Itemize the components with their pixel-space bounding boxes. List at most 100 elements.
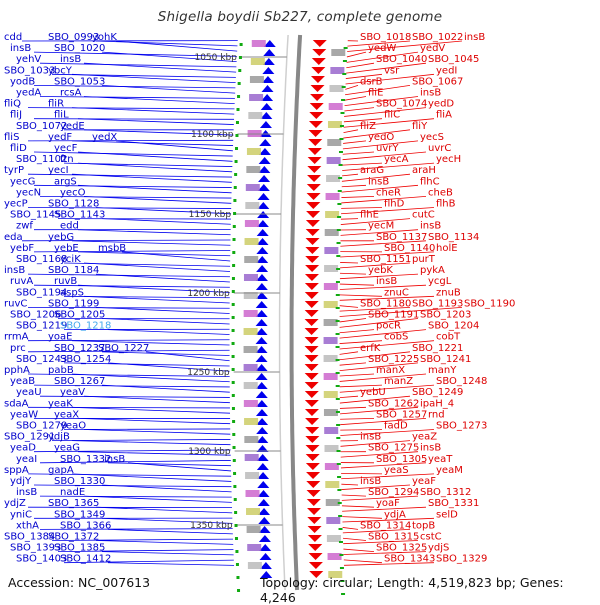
gene-label-znuc[interactable]: znuC: [384, 287, 409, 298]
gene-label-dsrb[interactable]: dsrB: [360, 76, 383, 87]
gene-label-flhe[interactable]: flhE: [360, 210, 379, 221]
gene-label-yehv[interactable]: yehV: [16, 54, 41, 65]
gene-label-flia[interactable]: fliA: [436, 110, 452, 121]
gene-label-sbo_1329[interactable]: SBO_1329: [436, 554, 487, 565]
gene-label-ydja[interactable]: ydjA: [384, 509, 406, 520]
gene-label-msbb[interactable]: msbB: [98, 243, 126, 254]
gene-label-sbo_1315[interactable]: SBO_1315: [368, 532, 419, 543]
gene-label-yoae[interactable]: yoaE: [48, 332, 72, 343]
gene-label-yeao[interactable]: yeaO: [60, 421, 86, 432]
gene-label-sbo_1225[interactable]: SBO_1225: [368, 354, 419, 365]
gene-label-yeci[interactable]: yecI: [48, 165, 69, 176]
gene-label-sbo_1262[interactable]: SBO_1262: [368, 398, 419, 409]
gene-label-yecs[interactable]: yecS: [420, 132, 444, 143]
gene-label-pyka[interactable]: pykA: [420, 265, 445, 276]
gene-label-yedv[interactable]: yedV: [420, 43, 445, 54]
gene-label-sbo_1330[interactable]: SBO_1330: [54, 476, 105, 487]
gene-label-sbo_1143[interactable]: SBO_1143: [54, 210, 105, 221]
gene-label-fadd[interactable]: fadD: [384, 421, 408, 432]
gene-label-sbo_1040[interactable]: SBO_1040: [376, 54, 427, 65]
gene-label-fliz[interactable]: fliZ: [360, 121, 376, 132]
gene-label-hole[interactable]: holE: [436, 243, 458, 254]
gene-label-manx[interactable]: manX: [376, 365, 405, 376]
gene-label-ftn[interactable]: ftn: [60, 154, 74, 165]
gene-label-sbo_1314[interactable]: SBO_1314: [360, 520, 411, 531]
gene-label-insb[interactable]: insB: [60, 54, 81, 65]
gene-label-flir[interactable]: fliR: [48, 99, 64, 110]
gene-label-cobt[interactable]: cobT: [436, 332, 461, 343]
gene-label-yeax[interactable]: yeaX: [54, 409, 79, 420]
gene-label-tyrp[interactable]: tyrP: [4, 165, 24, 176]
gene-label-yebu[interactable]: yebU: [360, 387, 386, 398]
gene-label-yeaw[interactable]: yeaW: [10, 409, 38, 420]
gene-label-sbo_1128[interactable]: SBO_1128: [48, 199, 99, 210]
gene-label-sbo_1366[interactable]: SBO_1366: [60, 520, 111, 531]
gene-label-yeab[interactable]: yeaB: [10, 376, 35, 387]
gene-label-manz[interactable]: manZ: [384, 376, 413, 387]
gene-label-yeag[interactable]: yeaG: [54, 443, 80, 454]
gene-label-sbo_1151[interactable]: SBO_1151: [360, 254, 411, 265]
gene-label-yedd[interactable]: yedD: [428, 99, 454, 110]
gene-label-flij[interactable]: fliJ: [10, 110, 22, 121]
gene-label-sbo_1275[interactable]: SBO_1275: [368, 443, 419, 454]
gene-label-fliy[interactable]: fliY: [412, 121, 428, 132]
gene-label-insb[interactable]: insB: [368, 176, 389, 187]
gene-label-cher[interactable]: cheR: [376, 187, 401, 198]
gene-label-insb[interactable]: insB: [16, 487, 37, 498]
gene-label-flhd[interactable]: flhD: [384, 199, 405, 210]
gene-label-ipah_4[interactable]: ipaH_4: [420, 398, 454, 409]
gene-label-sdaa[interactable]: sdaA: [4, 398, 29, 409]
gene-label-erfk[interactable]: erfK: [360, 343, 381, 354]
gene-label-nade[interactable]: nadE: [60, 487, 85, 498]
gene-label-purt[interactable]: purT: [412, 254, 436, 265]
gene-label-yebe[interactable]: yebE: [54, 243, 79, 254]
gene-label-yecm[interactable]: yecM: [368, 221, 394, 232]
gene-label-yech[interactable]: yecH: [436, 154, 461, 165]
gene-label-sbo_1020[interactable]: SBO_1020: [54, 43, 105, 54]
gene-label-arah[interactable]: araH: [412, 165, 436, 176]
gene-label-fliq[interactable]: fliQ: [4, 99, 21, 110]
gene-label-sbo_1343[interactable]: SBO_1343: [384, 554, 435, 565]
gene-label-yead[interactable]: yeaD: [10, 443, 36, 454]
gene-label-sbo_1199[interactable]: SBO_1199: [48, 298, 99, 309]
gene-label-sbo_1134[interactable]: SBO_1134: [428, 232, 479, 243]
gene-label-ydjy[interactable]: ydjY: [10, 476, 32, 487]
gene-label-yeaz[interactable]: yeaZ: [412, 432, 437, 443]
gene-label-sbo_1241[interactable]: SBO_1241: [420, 354, 471, 365]
gene-label-yedo[interactable]: yedO: [368, 132, 394, 143]
gene-label-vsr[interactable]: vsr: [384, 65, 400, 76]
gene-label-yeav[interactable]: yeaV: [60, 387, 85, 398]
gene-label-sbo_1349[interactable]: SBO_1349: [54, 509, 105, 520]
gene-label-yedw[interactable]: yedW: [368, 43, 396, 54]
gene-label-yedi[interactable]: yedI: [436, 65, 457, 76]
gene-label-sbo_1203[interactable]: SBO_1203: [420, 310, 471, 321]
gene-label-seld[interactable]: selD: [436, 509, 458, 520]
gene-label-zwf[interactable]: zwf: [16, 221, 33, 232]
gene-label-sbo_1249[interactable]: SBO_1249: [412, 387, 463, 398]
gene-label-rnd[interactable]: rnd: [428, 409, 445, 420]
gene-label-insb[interactable]: insB: [420, 221, 441, 232]
gene-label-ybcy[interactable]: ybcY: [48, 65, 73, 76]
gene-label-yecf[interactable]: yecF: [54, 143, 78, 154]
gene-label-flic[interactable]: fliC: [384, 110, 400, 121]
gene-label-sbo_1140[interactable]: SBO_1140: [384, 243, 435, 254]
gene-label-sbo_1248[interactable]: SBO_1248: [436, 376, 487, 387]
gene-label-args[interactable]: argS: [54, 176, 77, 187]
gene-label-sbo_1325[interactable]: SBO_1325: [376, 543, 427, 554]
gene-label-sbo_1205[interactable]: SBO_1205: [54, 310, 105, 321]
gene-label-yohk[interactable]: yohK: [92, 32, 117, 43]
gene-label-sbo_1372[interactable]: SBO_1372: [48, 532, 99, 543]
gene-label-sbo_1022[interactable]: SBO_1022: [412, 32, 463, 43]
gene-label-ydjz[interactable]: ydjZ: [4, 498, 26, 509]
gene-label-uvry[interactable]: uvrY: [376, 143, 399, 154]
gene-label-sbo_1254[interactable]: SBO_1254: [60, 354, 111, 365]
gene-label-cdd[interactable]: cdd: [4, 32, 22, 43]
gene-label-yedf[interactable]: yedF: [48, 132, 72, 143]
gene-label-flie[interactable]: fliE: [368, 88, 383, 99]
gene-label-yeca[interactable]: yecA: [384, 154, 409, 165]
gene-label-sbo_1312[interactable]: SBO_1312: [420, 487, 471, 498]
gene-label-yecn[interactable]: yecN: [16, 187, 41, 198]
gene-label-yecg[interactable]: yecG: [10, 176, 35, 187]
gene-label-yoaf[interactable]: yoaF: [376, 498, 400, 509]
gene-label-sbo_1190[interactable]: SBO_1190: [464, 298, 515, 309]
